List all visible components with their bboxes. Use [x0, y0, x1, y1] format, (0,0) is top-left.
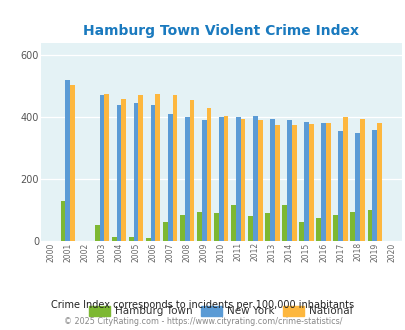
Bar [121, 99, 126, 241]
Bar [189, 100, 194, 241]
Bar [145, 238, 150, 241]
Bar [333, 214, 337, 241]
Title: Hamburg Town Violent Crime Index: Hamburg Town Violent Crime Index [83, 23, 358, 38]
Bar [303, 122, 308, 241]
Bar [315, 218, 320, 241]
Bar [264, 213, 269, 241]
Bar [240, 119, 245, 241]
Text: Crime Index corresponds to incidents per 100,000 inhabitants: Crime Index corresponds to incidents per… [51, 300, 354, 310]
Bar [337, 131, 342, 241]
Bar [111, 237, 116, 241]
Text: © 2025 CityRating.com - https://www.cityrating.com/crime-statistics/: © 2025 CityRating.com - https://www.city… [64, 317, 341, 326]
Bar [167, 114, 172, 241]
Bar [104, 94, 109, 241]
Bar [94, 225, 99, 241]
Bar [138, 95, 143, 241]
Bar [359, 119, 364, 241]
Bar [235, 117, 240, 241]
Bar [376, 123, 381, 241]
Bar [128, 237, 133, 241]
Bar [201, 120, 206, 241]
Bar [70, 85, 75, 241]
Bar [196, 212, 201, 241]
Bar [342, 117, 347, 241]
Bar [274, 125, 279, 241]
Bar [320, 123, 325, 241]
Bar [223, 115, 228, 241]
Bar [269, 119, 274, 241]
Bar [179, 214, 184, 241]
Bar [247, 216, 252, 241]
Bar [367, 210, 371, 241]
Bar [65, 80, 70, 241]
Bar [213, 213, 218, 241]
Bar [133, 103, 138, 241]
Bar [184, 117, 189, 241]
Bar [218, 117, 223, 241]
Bar [350, 213, 354, 241]
Bar [206, 108, 211, 241]
Bar [116, 105, 121, 241]
Legend: Hamburg Town, New York, National: Hamburg Town, New York, National [89, 306, 352, 316]
Bar [150, 105, 155, 241]
Bar [281, 205, 286, 241]
Bar [162, 222, 167, 241]
Bar [354, 133, 359, 241]
Bar [99, 95, 104, 241]
Bar [257, 120, 262, 241]
Bar [298, 222, 303, 241]
Bar [308, 124, 313, 241]
Bar [155, 94, 160, 241]
Bar [371, 130, 376, 241]
Bar [291, 125, 296, 241]
Bar [325, 123, 330, 241]
Bar [61, 201, 65, 241]
Bar [252, 115, 257, 241]
Bar [172, 95, 177, 241]
Bar [230, 205, 235, 241]
Bar [286, 120, 291, 241]
